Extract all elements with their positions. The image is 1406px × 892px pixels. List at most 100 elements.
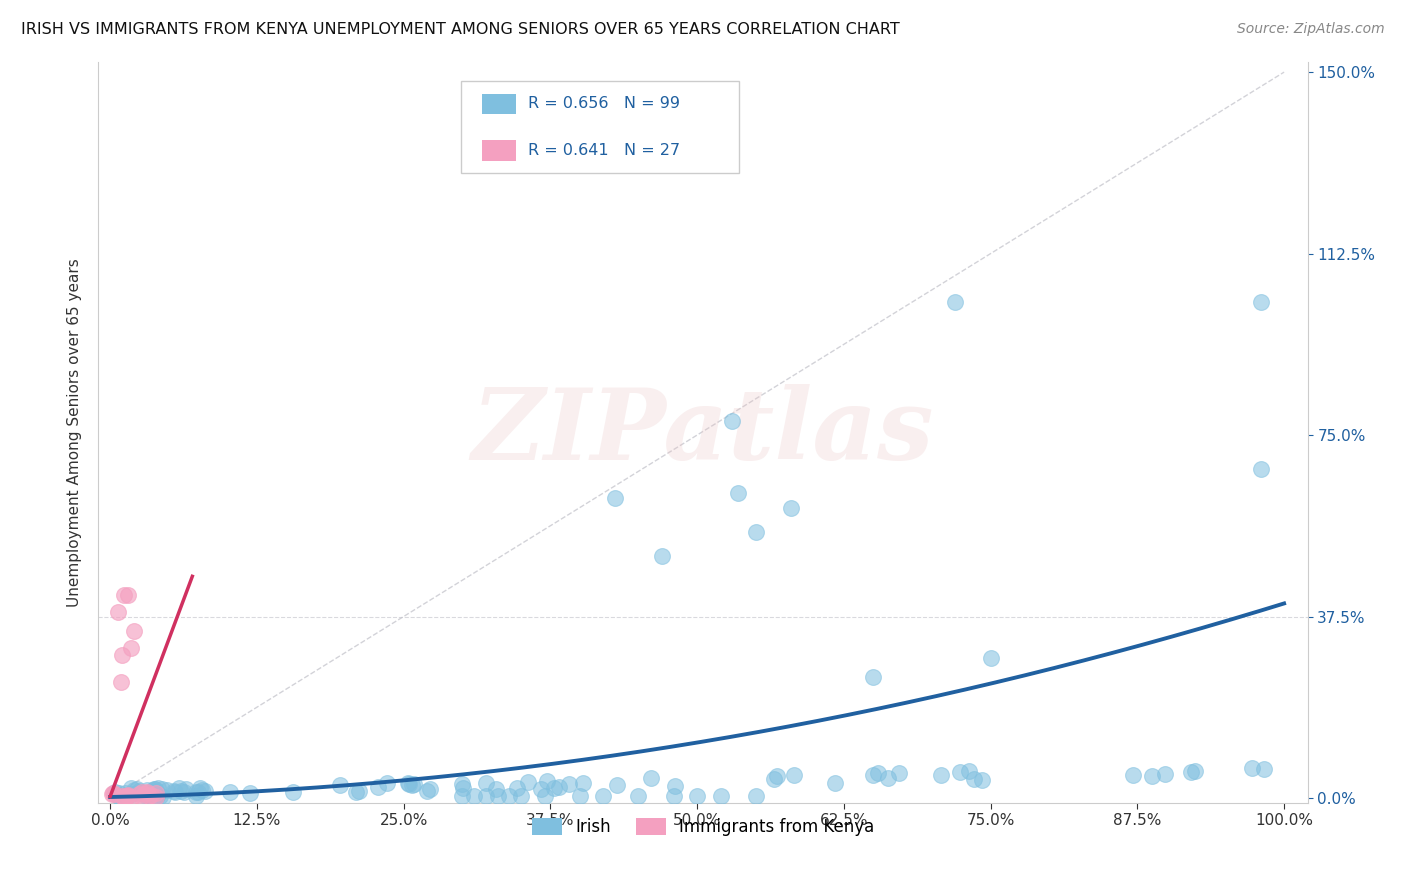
Point <box>887 765 910 780</box>
Point <box>114 790 136 805</box>
Point <box>120 781 142 796</box>
Point <box>766 769 789 783</box>
Point <box>1250 295 1272 310</box>
Point <box>949 764 972 779</box>
Point <box>142 782 165 797</box>
Point <box>510 789 533 803</box>
Point <box>167 780 190 795</box>
Point <box>536 774 558 789</box>
Point <box>375 776 398 790</box>
Point <box>868 766 890 780</box>
Point <box>963 772 986 786</box>
Point <box>184 785 207 799</box>
Point <box>146 789 169 803</box>
Point <box>170 784 193 798</box>
Point <box>972 772 994 787</box>
Point <box>174 781 197 796</box>
Point <box>543 781 565 796</box>
Point <box>517 774 540 789</box>
Point <box>107 789 129 804</box>
Point <box>398 777 420 791</box>
Point <box>876 771 898 785</box>
Point <box>396 776 419 790</box>
Point <box>603 491 626 505</box>
Point <box>945 295 967 310</box>
Point <box>780 500 803 515</box>
Point <box>111 648 134 663</box>
Point <box>745 789 768 803</box>
Point <box>347 784 370 798</box>
Text: R = 0.656   N = 99: R = 0.656 N = 99 <box>527 96 679 112</box>
Point <box>783 768 806 782</box>
Point <box>239 787 262 801</box>
Point <box>138 789 160 803</box>
Point <box>1180 765 1202 780</box>
Point <box>367 780 389 795</box>
Point <box>651 549 673 563</box>
Y-axis label: Unemployment Among Seniors over 65 years: Unemployment Among Seniors over 65 years <box>67 259 83 607</box>
Point <box>1153 766 1175 780</box>
Point <box>640 771 662 785</box>
Point <box>475 775 498 789</box>
Point <box>122 624 145 638</box>
Point <box>486 789 509 803</box>
Point <box>128 787 150 801</box>
Point <box>121 790 143 805</box>
Point <box>627 789 650 803</box>
Point <box>112 790 135 805</box>
Point <box>139 788 162 802</box>
Point <box>103 787 125 801</box>
Point <box>929 768 952 782</box>
Text: ZIPatlas: ZIPatlas <box>472 384 934 481</box>
Point <box>530 782 553 797</box>
Point <box>404 776 426 790</box>
Point <box>163 784 186 798</box>
Point <box>194 783 217 797</box>
Legend: Irish, Immigrants from Kenya: Irish, Immigrants from Kenya <box>524 811 882 843</box>
Point <box>114 786 136 800</box>
Point <box>533 789 555 803</box>
Point <box>191 782 214 797</box>
Point <box>152 789 174 804</box>
Point <box>957 764 980 778</box>
Point <box>117 788 139 802</box>
Point <box>122 783 145 797</box>
Point <box>568 789 591 803</box>
Point <box>145 786 167 800</box>
Point <box>117 789 139 804</box>
Point <box>136 783 159 797</box>
Point <box>506 780 529 795</box>
Point <box>451 789 474 803</box>
Point <box>862 670 884 684</box>
Point <box>187 785 209 799</box>
Point <box>344 785 367 799</box>
Point <box>606 778 628 792</box>
Point <box>1240 761 1263 775</box>
Point <box>163 785 186 799</box>
Point <box>219 785 242 799</box>
Point <box>145 790 167 805</box>
Point <box>664 779 686 793</box>
Point <box>117 789 139 803</box>
Point <box>281 785 304 799</box>
Point <box>135 788 157 802</box>
Point <box>135 789 157 803</box>
Point <box>547 780 569 794</box>
Point <box>763 772 786 786</box>
Point <box>572 775 595 789</box>
Point <box>107 605 129 619</box>
Point <box>111 789 134 804</box>
Point <box>710 789 733 803</box>
Point <box>980 650 1002 665</box>
Point <box>108 786 131 800</box>
FancyBboxPatch shape <box>461 81 740 173</box>
Point <box>127 781 149 796</box>
Point <box>121 787 143 801</box>
Point <box>558 777 581 791</box>
Point <box>727 486 749 500</box>
Point <box>142 782 165 797</box>
Point <box>329 778 352 792</box>
Point <box>824 776 846 790</box>
Point <box>129 790 152 805</box>
Text: Source: ZipAtlas.com: Source: ZipAtlas.com <box>1237 22 1385 37</box>
